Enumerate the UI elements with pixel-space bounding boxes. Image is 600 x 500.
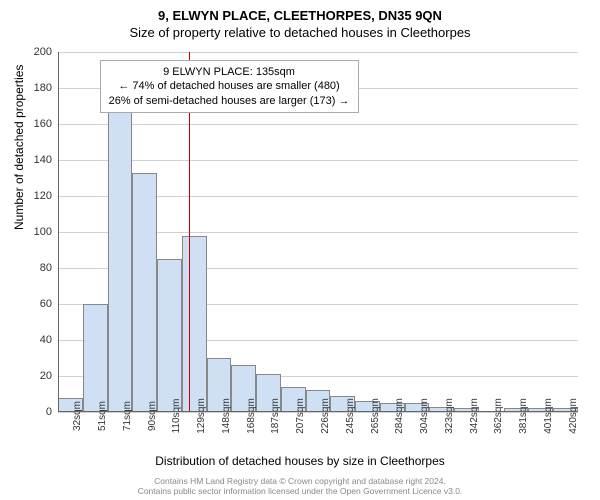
xtick-label: 148sqm	[219, 398, 232, 434]
annotation-line2: ← 74% of detached houses are smaller (48…	[109, 79, 350, 93]
ytick-label: 100	[34, 226, 52, 238]
xtick-label: 71sqm	[120, 401, 133, 431]
ytick-label: 200	[34, 46, 52, 58]
gridline	[58, 124, 578, 125]
histogram-bar	[132, 173, 157, 412]
xtick-label: 168sqm	[244, 398, 257, 434]
xtick-label: 51sqm	[95, 401, 108, 431]
xtick-label: 187sqm	[268, 398, 281, 434]
ytick-label: 40	[40, 334, 52, 346]
page-title: 9, ELWYN PLACE, CLEETHORPES, DN35 9QN	[0, 0, 600, 23]
histogram-bar	[108, 83, 133, 412]
ytick-label: 0	[46, 406, 52, 418]
xtick-label: 362sqm	[491, 398, 504, 434]
xtick-label: 420sqm	[566, 398, 579, 434]
xtick-label: 284sqm	[392, 398, 405, 434]
y-axis-title: Number of detached properties	[12, 65, 26, 230]
gridline	[58, 52, 578, 53]
ytick-label: 160	[34, 118, 52, 130]
license-line1: Contains HM Land Registry data © Crown c…	[0, 476, 600, 486]
xtick-label: 90sqm	[145, 401, 158, 431]
xtick-label: 226sqm	[318, 398, 331, 434]
y-axis	[58, 52, 59, 412]
xtick-label: 129sqm	[194, 398, 207, 434]
xtick-label: 401sqm	[541, 398, 554, 434]
ytick-label: 60	[40, 298, 52, 310]
xtick-label: 245sqm	[343, 398, 356, 434]
license-line2: Contains public sector information licen…	[0, 486, 600, 496]
histogram-bar	[83, 304, 108, 412]
x-axis	[58, 411, 578, 412]
xtick-label: 110sqm	[169, 399, 182, 434]
license-text: Contains HM Land Registry data © Crown c…	[0, 476, 600, 496]
ytick-label: 120	[34, 190, 52, 202]
ytick-label: 180	[34, 82, 52, 94]
xtick-label: 32sqm	[70, 401, 83, 431]
ytick-label: 20	[40, 370, 52, 382]
xtick-label: 342sqm	[467, 398, 480, 434]
xtick-label: 381sqm	[516, 398, 529, 434]
ytick-label: 140	[34, 154, 52, 166]
histogram-bar	[157, 259, 182, 412]
histogram-chart: 02040608010012014016018020032sqm51sqm71s…	[58, 52, 578, 412]
annotation-line3: 26% of semi-detached houses are larger (…	[109, 94, 350, 108]
chart-subtitle: Size of property relative to detached ho…	[0, 23, 600, 46]
x-axis-title: Distribution of detached houses by size …	[0, 454, 600, 468]
xtick-label: 323sqm	[442, 398, 455, 434]
ytick-label: 80	[40, 262, 52, 274]
annotation-box: 9 ELWYN PLACE: 135sqm ← 74% of detached …	[100, 60, 359, 113]
xtick-label: 304sqm	[417, 398, 430, 434]
annotation-line1: 9 ELWYN PLACE: 135sqm	[109, 65, 350, 79]
xtick-label: 265sqm	[368, 398, 381, 434]
xtick-label: 207sqm	[293, 398, 306, 434]
histogram-bar	[182, 236, 207, 412]
gridline	[58, 160, 578, 161]
